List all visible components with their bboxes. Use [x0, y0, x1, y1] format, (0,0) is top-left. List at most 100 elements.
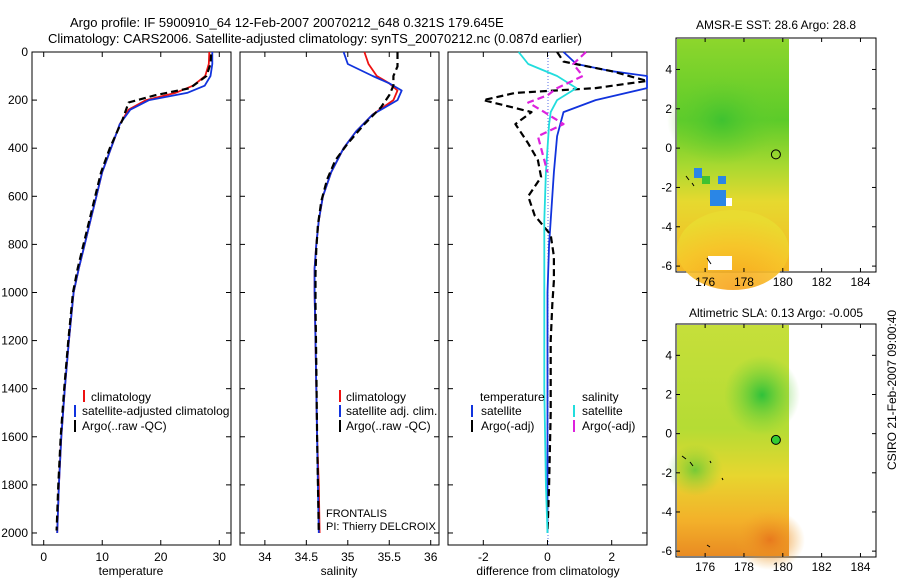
x-tick-label: 35.5 [378, 550, 402, 564]
salinity-xlabel: salinity [321, 564, 358, 578]
lat-tick-label: -2 [661, 180, 672, 194]
difference-panel: -2 0 2 difference from climatology tempera… [447, 51, 649, 578]
legend-label-satellite: satellite-adjusted climatolog [82, 404, 229, 418]
legend-heading-salinity: salinity [582, 390, 619, 404]
lat-tick-label: -6 [661, 544, 672, 558]
x-tick-label: 10 [96, 550, 110, 564]
sst-cloud-cell [710, 190, 726, 206]
sst-missing-cell [708, 256, 732, 270]
legend-swatch-satellite [74, 405, 76, 417]
sla-map-title: Altimetric SLA: 0.13 Argo: -0.005 [689, 306, 863, 320]
legend-label-sal-argo: Argo(-adj) [582, 419, 635, 433]
legend-label-climatology: climatology [91, 390, 151, 404]
x-tick-label: 0 [544, 550, 551, 564]
lon-tick-label: 182 [812, 560, 832, 574]
temperature-panel: 0 10 20 30 0 200 400 600 800 1000 1200 1400 1600 1800… [1, 45, 232, 578]
y-tick-label: 200 [8, 93, 28, 107]
difference-xlabel: difference from climatology [476, 564, 619, 578]
x-tick-label: 34.5 [295, 550, 319, 564]
sst-cloud-cell [694, 168, 702, 178]
lon-tick-label: 176 [695, 560, 715, 574]
x-tick-label: 20 [154, 550, 168, 564]
lat-tick-label: -4 [661, 220, 672, 234]
sla-high-anomaly [724, 355, 800, 435]
legend-label-temp-satellite: satellite [481, 404, 522, 418]
series-line-salinity-satellite [517, 51, 578, 534]
lon-tick-label: 176 [695, 275, 715, 289]
argo-position-marker [770, 149, 781, 160]
sla-map-panel: Altimetric SLA: 0.13 Argo: -0.005 176 178… [661, 306, 877, 574]
sla-low-anomaly [735, 510, 805, 570]
legend-swatch-argo [339, 420, 341, 432]
legend-label-sal-satellite: satellite [582, 404, 623, 418]
sst-cloud-cell [702, 176, 710, 184]
lat-tick-label: 2 [665, 102, 672, 116]
sst-map-panel: AMSR-E SST: 28.6 Argo: 28.8 176 178 180 182… [661, 18, 877, 290]
lat-tick-label: -2 [661, 466, 672, 480]
lon-tick-label: 182 [812, 275, 832, 289]
series-line-satellite-adjusted-climatolog [56, 52, 214, 534]
legend-label-satellite: satellite adj. clim. [346, 404, 437, 418]
x-tick-label: -2 [478, 550, 489, 564]
series-line-argo-raw-qc- [55, 54, 213, 531]
lat-tick-label: -4 [661, 505, 672, 519]
lon-tick-label: 180 [773, 560, 793, 574]
figure-title-line1: Argo profile: IF 5900910_64 12-Feb-2007 … [70, 15, 504, 30]
lon-tick-label: 184 [850, 275, 870, 289]
x-tick-label: 34 [258, 550, 272, 564]
lat-tick-label: 4 [665, 62, 672, 76]
legend-heading-temperature: temperature [480, 390, 545, 404]
sst-cloud-cell [726, 198, 732, 206]
y-tick-label: 0 [21, 45, 28, 59]
lon-tick-label: 184 [850, 560, 870, 574]
difference-legend: temperature satellite Argo(-adj) salinit… [471, 390, 635, 433]
legend-label-climatology: climatology [346, 390, 406, 404]
y-tick-label: 800 [8, 237, 28, 251]
legend-swatch-sal-satellite [573, 405, 575, 417]
sst-cloud-cell [718, 176, 726, 184]
timestamp-side-label: CSIRO 21-Feb-2007 09:00:40 [885, 310, 899, 470]
lat-tick-label: 0 [665, 141, 672, 155]
y-tick-label: 1000 [1, 285, 28, 299]
sst-coastline [685, 175, 712, 265]
sst-map-title: AMSR-E SST: 28.6 Argo: 28.8 [696, 18, 856, 32]
legend-swatch-sal-argo [573, 420, 575, 432]
temperature-axes-frame [31, 51, 232, 546]
legend-swatch-climatology [83, 390, 85, 402]
argo-position-marker [770, 434, 781, 445]
legend-swatch-climatology [339, 390, 341, 402]
figure-title-line2: Climatology: CARS2006. Satellite-adjuste… [48, 31, 582, 46]
legend-label-argo: Argo(..raw -QC) [82, 419, 167, 433]
series-line-salinity-argo-adj- [527, 51, 587, 173]
lat-tick-label: 0 [665, 427, 672, 441]
lon-tick-label: 180 [773, 275, 793, 289]
sla-high-anomaly [667, 444, 723, 496]
legend-label-temp-argo: Argo(-adj) [481, 419, 534, 433]
salinity-legend: climatology satellite adj. clim. Argo(..… [339, 390, 437, 433]
float-name-annotation: FRONTALIS [326, 508, 387, 520]
legend-label-argo: Argo(..raw -QC) [346, 419, 431, 433]
y-tick-label: 1200 [1, 334, 28, 348]
series-line-temperature-argo-adj- [482, 51, 649, 534]
series-line-temperature-satellite [546, 51, 648, 533]
sla-coastline [681, 455, 724, 548]
legend-swatch-temp-satellite [471, 405, 473, 417]
x-tick-label: 30 [213, 550, 227, 564]
x-tick-label: 0 [40, 550, 47, 564]
y-tick-label: 1600 [1, 430, 28, 444]
legend-swatch-argo [74, 420, 76, 432]
lat-tick-label: 4 [665, 348, 672, 362]
lon-tick-label: 178 [734, 560, 754, 574]
temperature-xlabel: temperature [99, 564, 164, 578]
temperature-legend: climatology satellite-adjusted climatolo… [74, 390, 229, 433]
legend-swatch-temp-argo [471, 420, 473, 432]
y-tick-label: 1400 [1, 382, 28, 396]
y-tick-label: 2000 [1, 526, 28, 540]
x-tick-label: 35 [341, 550, 355, 564]
salinity-axes-frame [239, 51, 440, 546]
legend-swatch-satellite [339, 405, 341, 417]
pi-annotation: PI: Thierry DELCROIX [326, 521, 436, 533]
lon-tick-label: 178 [734, 275, 754, 289]
x-tick-label: 2 [608, 550, 615, 564]
